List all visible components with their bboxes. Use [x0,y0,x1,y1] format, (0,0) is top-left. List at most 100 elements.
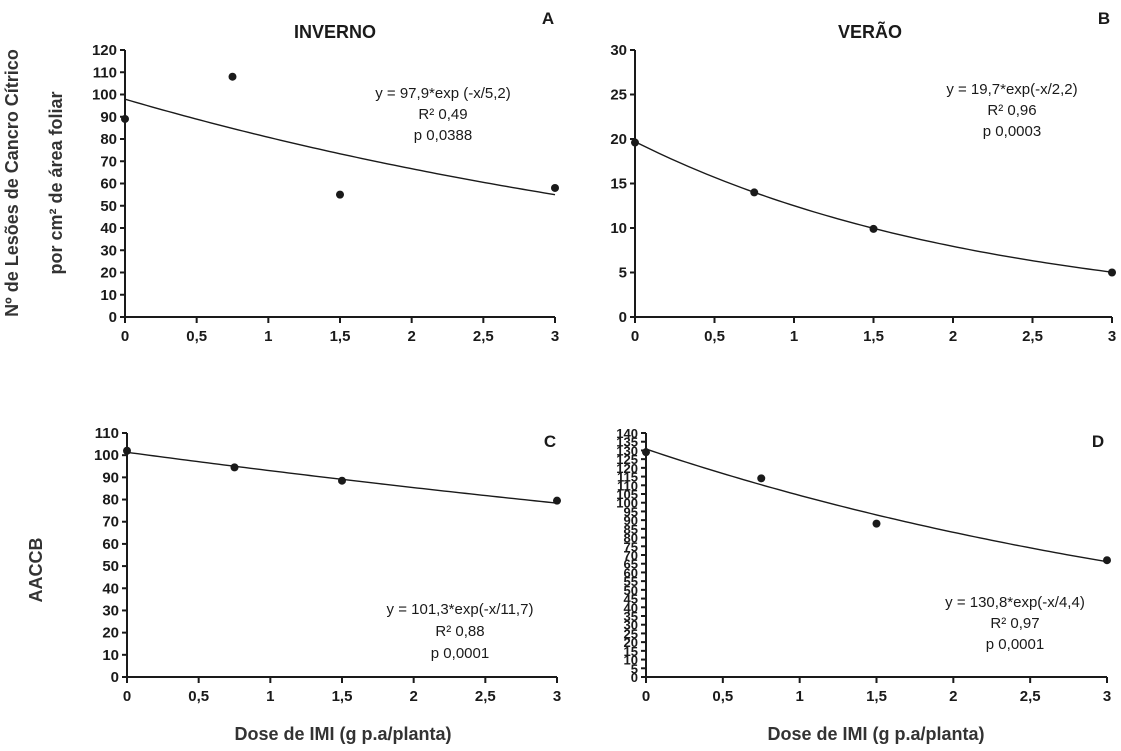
panel-b-chart: 0 5 10 15 20 25 30 0 0,5 1 1,5 2 2,5 3 By = 19,7*exp(-… [610,9,1116,345]
y-tick-label-b: 20 [610,131,627,148]
y-tick-label-d: 25 [624,626,638,641]
data-point-a [551,183,559,192]
x-tick-label-d: 2 [949,688,957,705]
y-tick-label-d: 125 [616,452,638,467]
x-tick-label-b: 0 [631,328,639,345]
annotation-d-p-value: p 0,0001 [986,636,1044,653]
y-tick-label-d: 100 [616,496,638,511]
panel-letter-a: A [542,9,554,28]
y-tick-label-d: 90 [624,513,638,528]
y-tick-label-a: 20 [100,265,117,282]
annotation-a-r2: R² 0,49 [418,106,467,123]
y-tick-label-a: 60 [100,176,117,193]
data-point-d [872,519,881,528]
x-tick-label-a: 2,5 [473,328,494,345]
x-tick-label-a: 3 [551,328,559,345]
y-tick-label-a: 0 [109,309,117,326]
y-tick-label-c: 110 [95,425,119,442]
y-tick-label-d: 50 [624,583,638,598]
y-tick-label-c: 40 [102,580,119,597]
x-tick-label-b: 1 [790,328,798,345]
y-tick-label-b: 15 [610,176,627,193]
y-tick-label-b: 5 [619,265,627,282]
x-axis-title-right: Dose de IMI (g p.a/planta) [767,724,984,744]
x-tick-label-a: 0,5 [186,328,207,345]
y-tick-label-b: 0 [619,309,627,326]
y-tick-label-d: 140 [616,426,638,441]
y-tick-label-a: 10 [100,287,117,304]
x-tick-label-c: 3 [553,688,561,705]
y-tick-label-d: 45 [624,592,638,607]
x-tick-label-b: 1,5 [863,328,884,345]
annotation-d-equation: y = 130,8*exp(-x/4,4) [945,594,1085,611]
y-tick-label-d: 0 [631,670,638,685]
x-tick-label-b: 0,5 [704,328,725,345]
y-tick-label-a: 70 [100,153,117,170]
y-tick-label-d: 105 [616,487,638,502]
data-point-b [631,138,639,147]
annotation-c-r2: R² 0,88 [435,623,484,640]
x-tick-label-c: 0 [123,688,131,705]
data-point-a [121,114,129,123]
y-tick-label-a: 50 [100,198,117,215]
y-tick-label-a: 30 [100,242,117,259]
x-tick-label-a: 0 [121,328,129,345]
x-tick-label-b: 3 [1108,328,1116,345]
y-tick-label-d: 120 [616,461,638,476]
data-point-c [338,476,346,485]
y-tick-label-d: 65 [624,557,638,572]
y-tick-label-c: 50 [102,558,119,575]
column-title-inverno: INVERNO [294,22,376,42]
annotation-a-equation: y = 97,9*exp (-x/5,2) [375,85,510,102]
fit-curve-a [124,98,556,196]
data-point-d [757,474,766,483]
y-tick-label-c: 20 [102,625,119,642]
y-tick-label-d: 70 [624,548,638,563]
x-tick-label-d: 0 [642,688,650,705]
y-axis-title-top-line1: Nº de Lesões de Cancro Cítrico [2,49,22,317]
y-tick-label-d: 110 [617,478,638,493]
fit-curve-b [634,141,1113,273]
x-tick-label-c: 1,5 [332,688,353,705]
annotation-c-equation: y = 101,3*exp(-x/11,7) [387,601,534,618]
y-tick-label-c: 10 [102,647,119,664]
x-tick-label-d: 0,5 [712,688,733,705]
y-tick-label-d: 115 [617,470,638,485]
y-tick-label-a: 120 [92,42,117,59]
panel-letter-b: B [1098,9,1110,28]
y-tick-label-c: 100 [94,447,119,464]
data-point-b [869,224,878,233]
y-tick-label-d: 80 [624,531,638,546]
y-tick-label-d: 135 [616,435,638,450]
y-tick-label-d: 35 [624,609,638,624]
y-tick-label-c: 70 [102,514,119,531]
annotation-c-p-value: p 0,0001 [431,645,489,662]
data-point-d [1103,556,1111,565]
y-tick-label-d: 30 [624,618,638,633]
data-point-c [123,446,131,455]
y-tick-label-d: 85 [624,522,638,537]
y-tick-label-c: 90 [102,469,119,486]
x-tick-label-a: 1,5 [330,328,351,345]
x-tick-label-c: 2 [409,688,417,705]
y-axis-title-bottom: AACCB [26,538,46,603]
y-tick-label-a: 90 [100,109,117,126]
y-tick-label-c: 60 [102,536,119,553]
y-tick-label-a: 80 [100,131,117,148]
panel-letter-c: C [544,432,556,451]
x-tick-label-a: 2 [407,328,415,345]
annotation-d-r2: R² 0,97 [990,615,1039,632]
x-tick-label-d: 3 [1103,688,1111,705]
annotation-a-p-value: p 0,0388 [414,127,472,144]
y-axis-title-top-line2: por cm² de área foliar [46,91,66,274]
x-tick-label-d: 1 [795,688,803,705]
y-tick-label-a: 40 [100,220,117,237]
y-tick-label-a: 100 [92,87,117,104]
panel-a-chart: 0 10 20 30 40 50 60 70 80 90 100 110 120 0 0,5 1 1,5 2 2,5… [92,9,559,345]
x-tick-label-d: 2,5 [1020,688,1041,705]
y-tick-label-a: 110 [93,64,117,81]
y-tick-label-d: 20 [624,635,638,650]
x-tick-label-b: 2 [949,328,957,345]
x-tick-label-d: 1,5 [866,688,887,705]
